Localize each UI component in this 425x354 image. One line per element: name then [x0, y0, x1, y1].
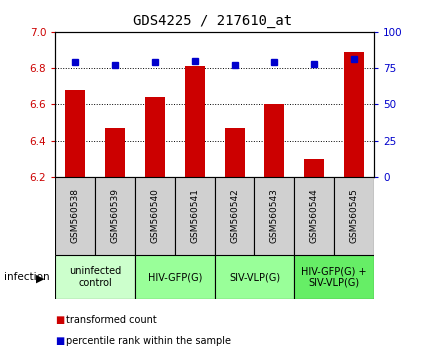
Text: percentile rank within the sample: percentile rank within the sample [66, 336, 231, 346]
Text: HIV-GFP(G): HIV-GFP(G) [147, 272, 202, 282]
Text: GSM560544: GSM560544 [310, 189, 319, 243]
Text: ■: ■ [55, 315, 65, 325]
Bar [215, 177, 255, 255]
Bar [224, 128, 244, 177]
Text: GDS4225 / 217610_at: GDS4225 / 217610_at [133, 14, 292, 28]
Text: GSM560543: GSM560543 [270, 188, 279, 244]
Text: GSM560542: GSM560542 [230, 189, 239, 243]
Bar [294, 177, 334, 255]
Bar [95, 177, 135, 255]
Text: transformed count: transformed count [66, 315, 157, 325]
Bar [334, 177, 374, 255]
Text: GSM560538: GSM560538 [71, 188, 79, 244]
Bar [65, 90, 85, 177]
Bar [55, 255, 135, 299]
Text: GSM560541: GSM560541 [190, 188, 199, 244]
Bar [255, 177, 294, 255]
Text: ■: ■ [55, 336, 65, 346]
Bar [135, 177, 175, 255]
Text: HIV-GFP(G) +
SIV-VLP(G): HIV-GFP(G) + SIV-VLP(G) [301, 266, 367, 288]
Bar [304, 159, 324, 177]
Bar [175, 177, 215, 255]
Bar [294, 255, 374, 299]
Text: GSM560540: GSM560540 [150, 188, 159, 244]
Text: infection: infection [4, 272, 50, 282]
Text: SIV-VLP(G): SIV-VLP(G) [229, 272, 280, 282]
Bar [105, 128, 125, 177]
Text: GSM560539: GSM560539 [110, 188, 119, 244]
Text: GSM560545: GSM560545 [350, 188, 359, 244]
Bar [215, 255, 294, 299]
Bar [145, 97, 165, 177]
Bar [55, 177, 95, 255]
Bar [344, 52, 364, 177]
Bar [185, 66, 205, 177]
Bar [264, 104, 284, 177]
Bar [135, 255, 215, 299]
Text: uninfected
control: uninfected control [69, 266, 121, 288]
Text: ▶: ▶ [36, 274, 45, 284]
